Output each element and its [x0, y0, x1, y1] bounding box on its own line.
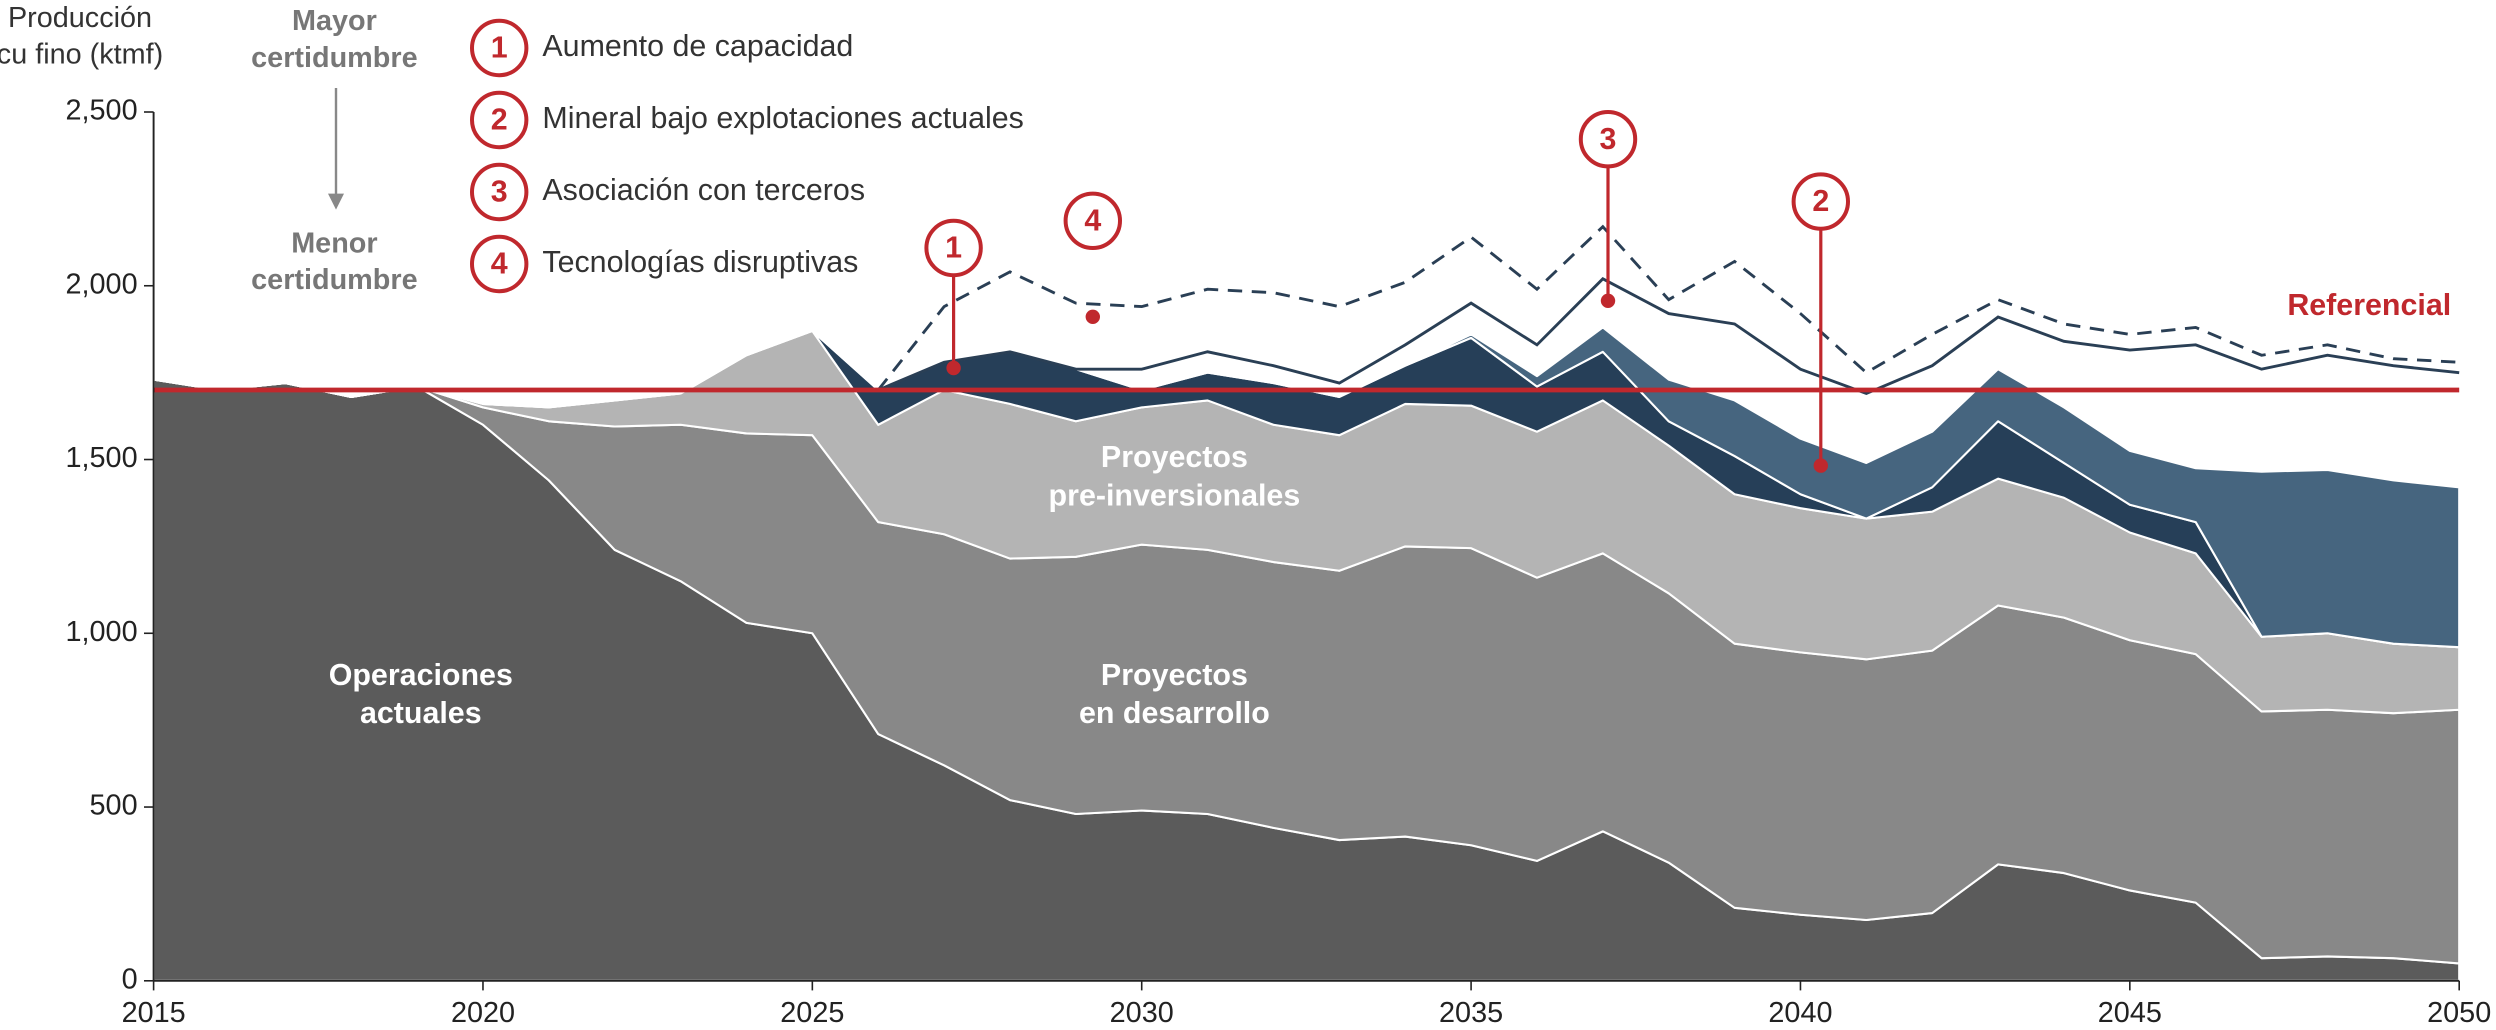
legend-number: 3 — [491, 175, 508, 209]
line — [877, 224, 2460, 391]
area-label: en desarrollo — [1079, 696, 1270, 730]
legend-number: 4 — [491, 247, 508, 281]
annotation-badge — [1791, 172, 1851, 231]
annotation-number: 4 — [1084, 203, 1101, 237]
x-tick-label: 2045 — [2098, 997, 2162, 1029]
annotation-number: 3 — [1600, 122, 1617, 156]
legend-badge — [470, 162, 529, 222]
annotation-number: 1 — [945, 231, 962, 265]
x-tick-label: 2025 — [780, 997, 844, 1029]
note: certidumbre — [251, 42, 417, 74]
legend-badge — [470, 18, 529, 78]
y-axis-label: Producción — [8, 2, 152, 34]
y-tick-label: 2,500 — [66, 95, 138, 127]
annotation-dot — [1085, 309, 1100, 324]
arrow-head — [328, 193, 344, 210]
legend-number: 1 — [491, 31, 508, 65]
y-tick-label: 500 — [90, 790, 138, 822]
legend-label: Tecnologías disruptivas — [542, 245, 858, 279]
x-tick-label: 2020 — [451, 997, 515, 1029]
annotation-badge — [924, 218, 983, 278]
reference-label: Referencial — [2287, 288, 2451, 322]
legend-badge — [470, 234, 529, 294]
x-tick-label: 2050 — [2427, 997, 2491, 1029]
line — [877, 277, 2460, 396]
y-tick-label: 2,000 — [66, 268, 138, 300]
x-tick-label: 2015 — [122, 997, 186, 1029]
area-label: Operaciones — [329, 658, 513, 692]
annotation-dot — [1600, 293, 1616, 308]
area-label: actuales — [360, 696, 482, 730]
y-axis-label: cu fino (ktmf) — [0, 39, 163, 71]
area-label: pre-inversionales — [1049, 479, 1301, 513]
y-tick-label: 1,000 — [66, 616, 138, 648]
legend-badge — [470, 90, 529, 150]
annotation-badge — [1578, 110, 1638, 169]
annotation-number: 2 — [1812, 184, 1829, 218]
x-tick-label: 2030 — [1110, 997, 1174, 1029]
legend-number: 2 — [491, 103, 508, 137]
legend-label: Mineral bajo explotaciones actuales — [542, 101, 1023, 135]
note: Mayor — [292, 5, 377, 37]
y-tick-label: 0 — [122, 963, 138, 995]
legend-label: Asociación con terceros — [542, 173, 865, 207]
note: certidumbre — [251, 264, 417, 296]
area-label: Proyectos — [1101, 658, 1248, 692]
annotation-dot — [946, 360, 961, 376]
y-tick-label: 1,500 — [66, 442, 138, 474]
x-tick-label: 2035 — [1439, 997, 1503, 1029]
x-tick-label: 2040 — [1768, 997, 1832, 1029]
area-label: Proyectos — [1101, 440, 1248, 474]
annotation-dot — [1813, 458, 1828, 473]
annotation-badge — [1063, 191, 1122, 250]
note: Menor — [291, 227, 377, 259]
legend-label: Aumento de capacidad — [542, 29, 853, 63]
